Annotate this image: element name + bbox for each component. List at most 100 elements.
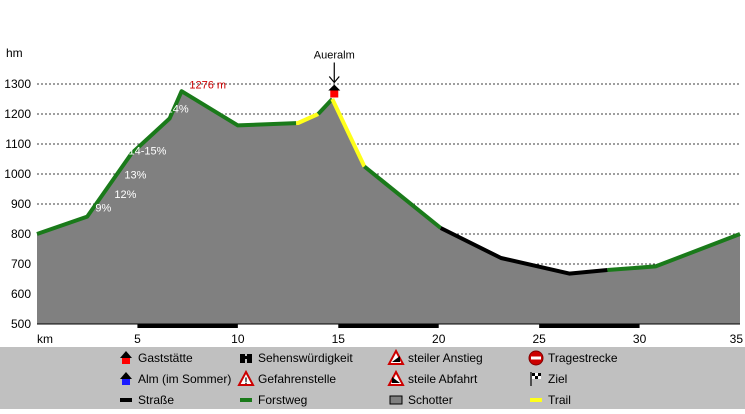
legend: Gaststätte Sehenswürdigkeit steiler Anstie… [120, 348, 618, 407]
grade-label: 9% [95, 203, 111, 215]
slope [392, 356, 400, 362]
x-tick-label: 20 [432, 332, 446, 346]
x-tick-label: 10 [231, 332, 245, 346]
forest-road-line-icon [240, 398, 252, 402]
y-tick-label: 900 [11, 197, 31, 211]
steep-ascent-icon [387, 348, 405, 365]
bridge [244, 356, 248, 359]
binoculars-icon [240, 354, 252, 363]
flag-check [538, 373, 541, 376]
x-tick-label: 25 [532, 332, 546, 346]
gravel-box-icon [389, 395, 403, 405]
stop-bar [531, 356, 541, 360]
legend-item: Sehenswürdigkeit [240, 351, 353, 365]
legend-label: Schotter [408, 393, 453, 407]
swatch [120, 398, 132, 402]
exclamation: ! [245, 376, 248, 386]
legend-item: Schotter [389, 393, 453, 407]
x-tick-label: 30 [633, 332, 647, 346]
steep-descent-icon [387, 369, 405, 386]
legend-item: Tragestrecke [528, 350, 618, 366]
legend-label: Forstweg [258, 393, 307, 407]
slope [392, 377, 400, 383]
y-tick-label: 1300 [4, 77, 31, 91]
x-tick-label: 5 [134, 332, 141, 346]
x-tick-label: 35 [730, 332, 744, 346]
legend-label: steile Abfahrt [408, 372, 478, 386]
gasthaus-icon [328, 84, 341, 98]
y-tick-label: 1100 [5, 137, 31, 151]
legend-item: Trail [530, 393, 571, 407]
track-segment-strasse [439, 226, 608, 276]
left-lens [240, 354, 245, 363]
legend-item: steiler Anstieg [387, 348, 483, 365]
roof [120, 351, 132, 358]
legend-item: Alm (im Sommer) [120, 372, 231, 386]
track-segment-forstweg [607, 232, 741, 272]
terrain-area [37, 91, 740, 324]
trail-line-icon [530, 398, 542, 402]
y-tick-label: 700 [11, 257, 31, 271]
y-tick-label: 1200 [4, 107, 31, 121]
x-axis-label: km [37, 332, 53, 346]
peak-elevation-label: 1276 m [189, 80, 226, 92]
flag-check [535, 373, 538, 376]
legend-item: Straße [120, 393, 174, 407]
finish-flag-icon [530, 372, 541, 386]
legend-item: Forstweg [240, 393, 307, 407]
x-tick-label: 15 [332, 332, 346, 346]
gasthaus-icon [120, 351, 132, 364]
road-line-icon [120, 398, 132, 402]
legend-label: steiler Anstieg [408, 351, 483, 365]
grade-label: 13% [124, 170, 146, 182]
wall [122, 358, 130, 364]
legend-item: ! Gefahrenstelle [237, 369, 336, 386]
legend-item: Ziel [530, 372, 567, 386]
stop-icon [528, 350, 544, 366]
axis-band [338, 324, 439, 328]
legend-label: Trail [548, 393, 571, 407]
x-axis-ticks: 5 10 15 20 25 30 35 [134, 332, 743, 346]
alm-icon [120, 372, 132, 385]
legend-item: Gaststätte [120, 351, 193, 365]
swatch [389, 395, 403, 405]
grade-label: 14-15% [129, 146, 167, 158]
y-tick-label: 600 [11, 287, 31, 301]
legend-label: Gaststätte [138, 351, 193, 365]
y-tick-label: 800 [11, 227, 31, 241]
arrow-head-icon [328, 76, 340, 84]
flag-check [532, 376, 535, 379]
legend-label: Straße [138, 393, 174, 407]
legend-label: Ziel [548, 372, 567, 386]
track-segment-trail [296, 112, 320, 126]
swatch [530, 398, 542, 402]
legend-background [0, 347, 745, 409]
grade-label: 12% [114, 189, 136, 201]
roof [120, 372, 132, 379]
flag-check [535, 376, 538, 379]
track-line [36, 89, 741, 276]
axis-band [539, 324, 640, 328]
legend-label: Tragestrecke [548, 351, 618, 365]
track-segment-forstweg [36, 89, 297, 236]
danger-icon: ! [237, 369, 255, 386]
legend-label: Sehenswürdigkeit [258, 351, 353, 365]
ground-bands [137, 324, 640, 328]
y-axis-label: hm [6, 46, 23, 60]
warning-triangle [237, 369, 255, 386]
y-axis-ticks: 500 600 700 800 900 1000 1100 1200 1300 [4, 77, 31, 331]
legend-item: steile Abfahrt [387, 369, 478, 386]
grade-labels: 9%12% 13% 14-15% 14% [95, 104, 188, 215]
grade-label: 14% [167, 104, 189, 116]
y-tick-label: 1000 [4, 167, 31, 181]
legend-label: Gefahrenstelle [258, 372, 336, 386]
legend-label: Alm (im Sommer) [138, 372, 231, 386]
wall [122, 379, 130, 385]
y-tick-label: 500 [11, 317, 31, 331]
track-segment-forstweg [363, 164, 442, 230]
swatch [240, 398, 252, 402]
axis-band [137, 324, 238, 328]
aueralm-label: Aueralm [314, 50, 355, 62]
right-lens [247, 354, 252, 363]
